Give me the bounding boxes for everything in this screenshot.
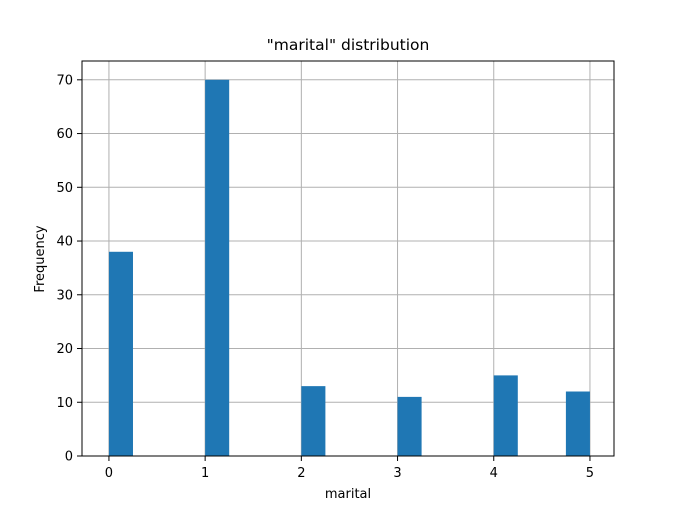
y-tick-label: 10 (56, 396, 73, 411)
y-tick-label: 0 (65, 450, 73, 465)
bar (397, 396, 422, 456)
bar (301, 386, 326, 456)
grid (82, 61, 614, 457)
bars (108, 79, 590, 457)
x-tick-label: 2 (297, 466, 305, 481)
x-axis-label: marital (325, 487, 371, 502)
y-tick-label: 20 (56, 342, 73, 357)
bar (205, 79, 230, 457)
y-tick-label: 40 (56, 235, 73, 250)
y-tick-label: 70 (56, 73, 73, 88)
y-tick-label: 30 (56, 288, 73, 303)
x-tick-label: 3 (393, 466, 401, 481)
x-tick-label: 0 (105, 466, 113, 481)
x-tick-label: 5 (586, 466, 594, 481)
bar (493, 375, 518, 456)
plot-frame (81, 60, 615, 457)
bar (108, 251, 133, 456)
x-tick-label: 1 (201, 466, 209, 481)
y-tick-label: 60 (56, 127, 73, 142)
x-tick-label: 4 (490, 466, 498, 481)
bar (565, 391, 590, 456)
y-tick-label: 50 (56, 181, 73, 196)
y-axis-label: Frequency (33, 225, 48, 292)
chart-title: "marital" distribution (267, 36, 430, 54)
